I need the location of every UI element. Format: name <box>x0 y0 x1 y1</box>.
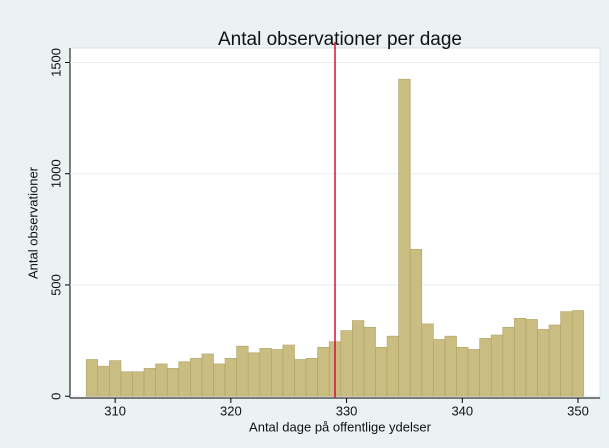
bar <box>109 360 122 397</box>
bar <box>236 345 249 397</box>
chart-title: Antal observationer per dage <box>218 29 462 50</box>
x-tick-label: 350 <box>567 403 589 418</box>
bar <box>317 346 330 397</box>
bar <box>143 368 156 397</box>
bar <box>502 326 515 397</box>
bar <box>294 359 307 397</box>
bar <box>490 334 504 397</box>
bar <box>433 339 446 397</box>
bar <box>398 78 411 397</box>
x-tick-label: 310 <box>104 403 126 418</box>
bar <box>386 335 399 397</box>
bar <box>97 365 110 397</box>
bar <box>525 319 538 397</box>
bar <box>213 363 226 397</box>
y-tick-label: 1000 <box>48 159 63 188</box>
bar <box>120 371 133 397</box>
bar <box>224 358 237 397</box>
bar <box>537 329 550 397</box>
y-tick-label: 1500 <box>48 48 63 77</box>
y-axis-label: Antal observationer <box>25 166 40 279</box>
bar <box>352 320 365 397</box>
bar <box>421 323 434 397</box>
x-tick-label: 320 <box>220 403 242 418</box>
bar <box>548 324 561 397</box>
y-tick-label: 500 <box>48 274 63 296</box>
bar <box>132 371 145 397</box>
bar <box>409 249 423 397</box>
bar <box>166 368 180 397</box>
bar <box>85 359 99 397</box>
x-tick-label: 330 <box>336 403 358 418</box>
bar <box>155 363 168 397</box>
x-axis-label: Antal dage på offentlige ydelser <box>249 419 432 434</box>
y-tick-label: 0 <box>48 393 63 400</box>
bar <box>467 349 480 397</box>
bar <box>201 353 214 397</box>
bar <box>479 338 492 397</box>
bar <box>340 330 353 397</box>
bar <box>282 344 295 397</box>
bar <box>305 358 318 397</box>
bar <box>271 349 284 397</box>
bar <box>514 318 527 397</box>
bar <box>571 310 585 397</box>
bar <box>363 326 376 397</box>
bar <box>247 352 261 397</box>
bar <box>456 346 469 397</box>
x-tick-label: 340 <box>451 403 473 418</box>
bar <box>444 335 457 397</box>
bar <box>560 311 573 397</box>
bar <box>190 358 203 397</box>
bar <box>178 361 191 397</box>
bar <box>259 348 272 397</box>
bar <box>375 346 388 397</box>
